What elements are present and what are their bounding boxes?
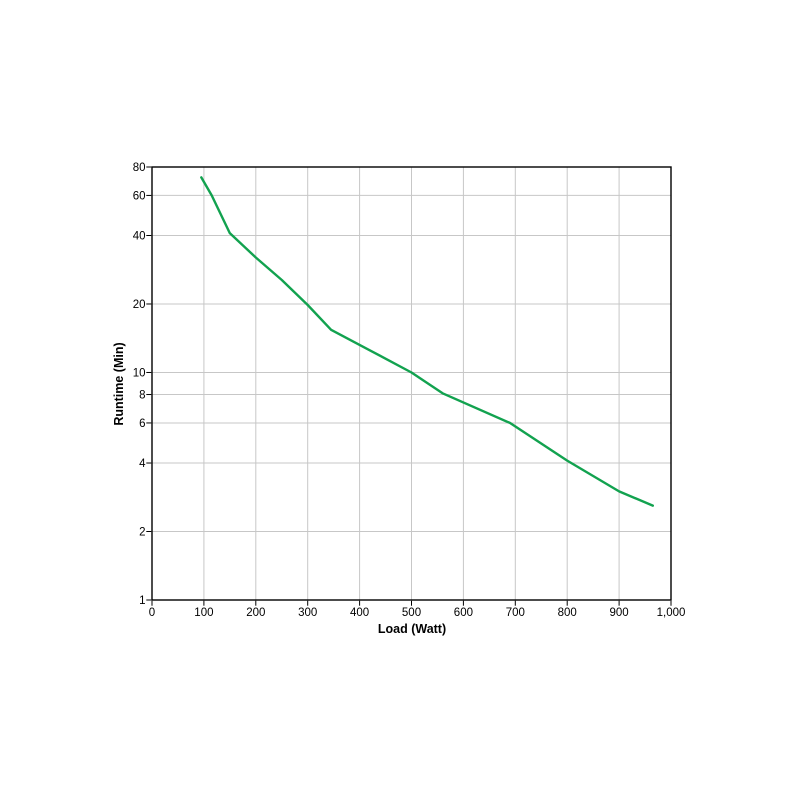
x-tick-label: 500 <box>402 607 421 619</box>
y-tick-label: 1 <box>139 595 145 607</box>
y-tick-label: 80 <box>133 162 146 174</box>
x-tick-label: 0 <box>149 607 155 619</box>
x-tick-label: 400 <box>350 607 369 619</box>
y-axis-title: Runtime (Min) <box>112 342 126 426</box>
y-tick-label: 4 <box>139 458 146 470</box>
y-tick-label: 40 <box>133 230 146 242</box>
x-tick-label: 600 <box>454 607 473 619</box>
y-tick-label: 60 <box>133 190 146 202</box>
y-tick-label: 10 <box>133 367 146 379</box>
x-tick-label: 700 <box>506 607 525 619</box>
runtime-curve <box>200 176 654 507</box>
plot-border <box>151 166 672 601</box>
y-tick-label: 6 <box>139 418 145 430</box>
x-tick-label: 100 <box>194 607 213 619</box>
x-axis-title: Load (Watt) <box>377 622 447 636</box>
y-tick-label: 8 <box>139 390 145 402</box>
y-tick-label: 2 <box>139 527 145 539</box>
x-tick-label: 200 <box>246 607 265 619</box>
y-tick-label: 20 <box>133 299 146 311</box>
x-tick-label: 300 <box>298 607 317 619</box>
x-tick-label: 1,000 <box>657 607 686 619</box>
x-tick-label: 800 <box>558 607 577 619</box>
x-tick-label: 900 <box>610 607 629 619</box>
